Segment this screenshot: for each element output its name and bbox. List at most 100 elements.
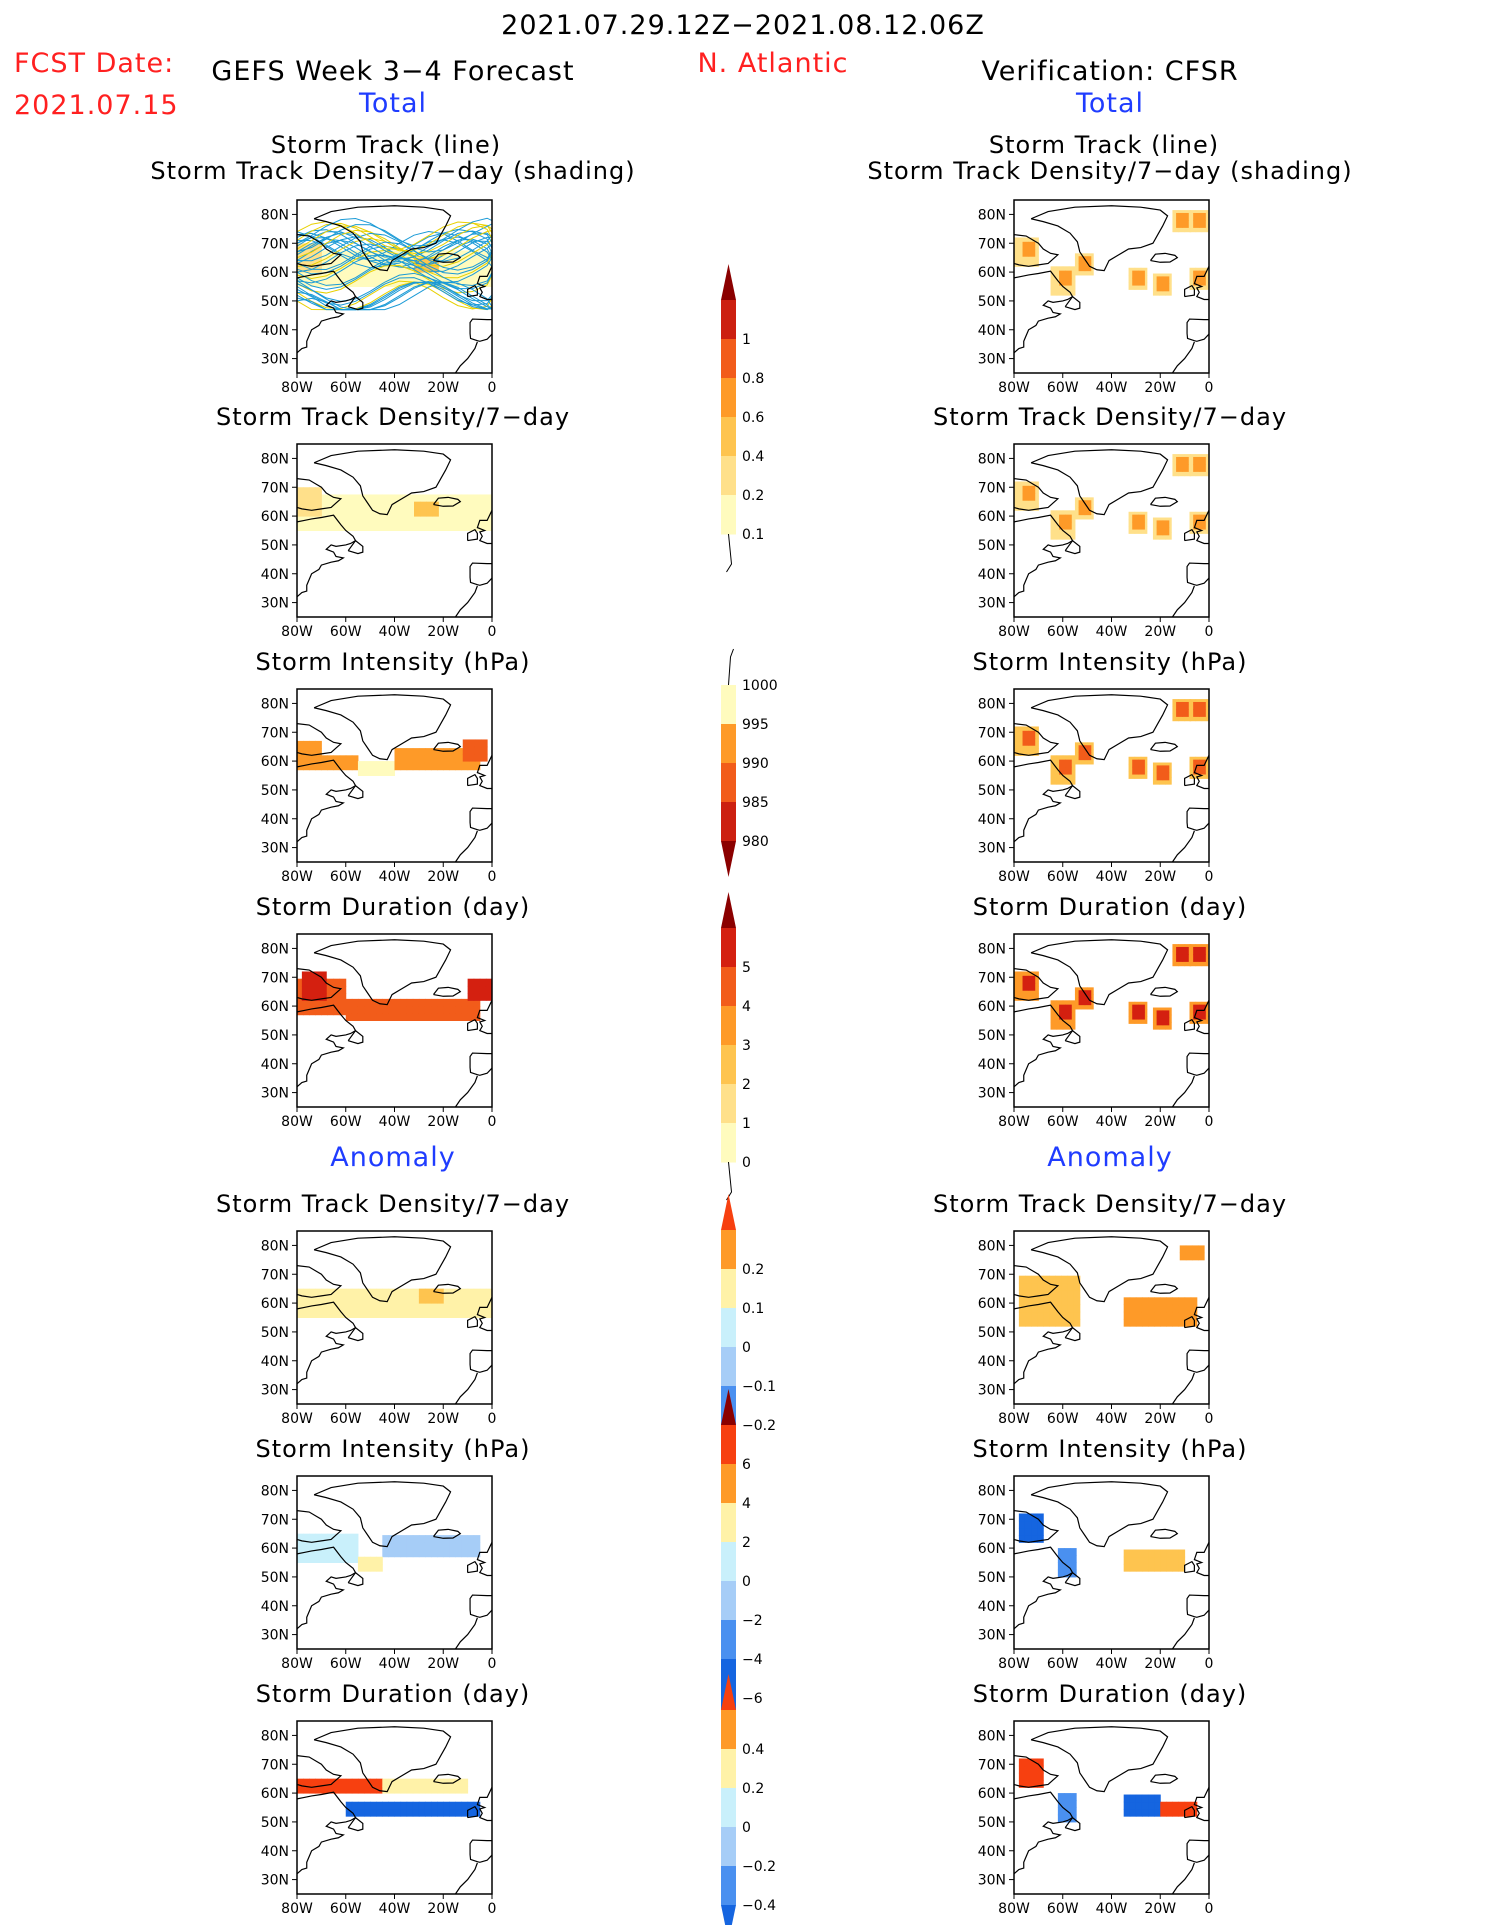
data-cell bbox=[297, 978, 304, 987]
data-cell bbox=[1148, 1318, 1155, 1327]
storm-track-line bbox=[296, 257, 493, 287]
data-cell bbox=[473, 501, 481, 510]
colorbar-label: 0.4 bbox=[742, 1742, 764, 1758]
data-cell bbox=[1156, 527, 1164, 536]
data-cell bbox=[1152, 1007, 1160, 1016]
data-cell bbox=[449, 1310, 456, 1318]
data-cell bbox=[431, 1778, 438, 1787]
data-cell bbox=[481, 746, 488, 755]
coastline bbox=[476, 1542, 493, 1577]
colorbar-swatch bbox=[721, 1123, 736, 1163]
data-cell bbox=[412, 1542, 420, 1551]
coastline bbox=[296, 1546, 357, 1630]
lon-tick-label: 60W bbox=[330, 380, 362, 396]
data-cell bbox=[1022, 249, 1030, 257]
data-cell bbox=[443, 1778, 450, 1787]
lat-tick-label: 70N bbox=[978, 1757, 1006, 1773]
data-cell bbox=[1026, 993, 1033, 1001]
data-cell bbox=[1031, 1282, 1038, 1291]
data-cell bbox=[1172, 1304, 1180, 1313]
lat-tick-label: 50N bbox=[978, 783, 1006, 799]
lat-tick-label: 70N bbox=[261, 1757, 289, 1773]
data-cell bbox=[364, 768, 371, 776]
lat-tick-label: 60N bbox=[261, 265, 289, 281]
data-cell bbox=[1193, 464, 1200, 472]
data-cell bbox=[400, 1303, 408, 1311]
data-cell bbox=[345, 1295, 353, 1304]
data-cell bbox=[406, 1785, 414, 1794]
data-cell bbox=[473, 508, 481, 517]
data-cell bbox=[406, 762, 414, 771]
data-cell bbox=[309, 487, 316, 495]
lat-tick-label: 80N bbox=[978, 1728, 1006, 1744]
data-cell bbox=[479, 494, 487, 503]
data-cell bbox=[1024, 1535, 1032, 1543]
lon-tick-label: 80W bbox=[281, 1901, 313, 1917]
data-cell bbox=[315, 523, 322, 531]
data-cell bbox=[1128, 518, 1136, 527]
data-cell bbox=[443, 494, 450, 503]
coastline bbox=[467, 1018, 478, 1032]
data-cell bbox=[1084, 745, 1092, 753]
data-cell bbox=[1032, 495, 1039, 504]
data-cell bbox=[1018, 1520, 1026, 1529]
data-cell bbox=[412, 1801, 420, 1810]
right-title: Verification: CFSR bbox=[981, 56, 1239, 87]
data-cell bbox=[370, 501, 377, 510]
data-cell bbox=[394, 762, 402, 771]
data-cell bbox=[394, 508, 402, 517]
data-cell bbox=[1026, 481, 1033, 490]
data-cell bbox=[1014, 244, 1021, 253]
data-cell bbox=[449, 998, 456, 1007]
data-cell bbox=[412, 1808, 420, 1817]
coastline bbox=[296, 1301, 357, 1385]
data-cell bbox=[303, 755, 310, 764]
data-cell bbox=[1138, 521, 1145, 530]
data-cell bbox=[1059, 521, 1066, 530]
data-cell bbox=[388, 1295, 395, 1304]
data-cell bbox=[1178, 1311, 1186, 1320]
data-cell bbox=[473, 762, 481, 771]
data-cell bbox=[1074, 749, 1082, 758]
lat-tick-label: 50N bbox=[978, 1325, 1006, 1341]
data-cell bbox=[1128, 756, 1136, 765]
data-cell bbox=[309, 740, 316, 749]
data-cell bbox=[1154, 1311, 1161, 1320]
data-cell bbox=[327, 516, 335, 524]
coastline bbox=[313, 205, 452, 272]
data-cell bbox=[357, 1801, 365, 1810]
data-cell bbox=[1024, 1527, 1032, 1536]
data-cell bbox=[1022, 983, 1030, 991]
data-cell bbox=[364, 257, 371, 266]
data-cell bbox=[424, 1785, 432, 1794]
coastline bbox=[347, 784, 364, 800]
lon-tick-label: 40W bbox=[379, 1114, 411, 1130]
coastline bbox=[1184, 1560, 1195, 1574]
data-cell bbox=[339, 1007, 347, 1016]
colorbar-label: 0.4 bbox=[742, 449, 764, 465]
data-cell bbox=[443, 1288, 450, 1297]
data-cell bbox=[1070, 1793, 1077, 1801]
data-cell bbox=[1059, 270, 1066, 279]
data-cell bbox=[455, 272, 463, 280]
data-cell bbox=[1199, 514, 1206, 523]
data-cell bbox=[467, 257, 475, 266]
data-cell bbox=[1178, 1304, 1186, 1313]
lat-tick-label: 50N bbox=[978, 1570, 1006, 1586]
data-cell bbox=[394, 1288, 402, 1297]
coastline bbox=[454, 1372, 478, 1405]
data-cell bbox=[327, 494, 335, 503]
data-cell bbox=[1065, 514, 1072, 523]
data-cell bbox=[376, 523, 383, 531]
data-cell bbox=[320, 985, 327, 994]
lon-tick-label: 40W bbox=[379, 1656, 411, 1672]
data-cell bbox=[1014, 740, 1021, 749]
coastline bbox=[296, 723, 343, 756]
data-cell bbox=[394, 1303, 402, 1311]
data-cell bbox=[400, 1006, 408, 1014]
data-cell bbox=[424, 516, 432, 524]
data-cell bbox=[1140, 526, 1148, 534]
data-cell bbox=[370, 998, 377, 1007]
data-cell bbox=[1018, 1758, 1026, 1767]
